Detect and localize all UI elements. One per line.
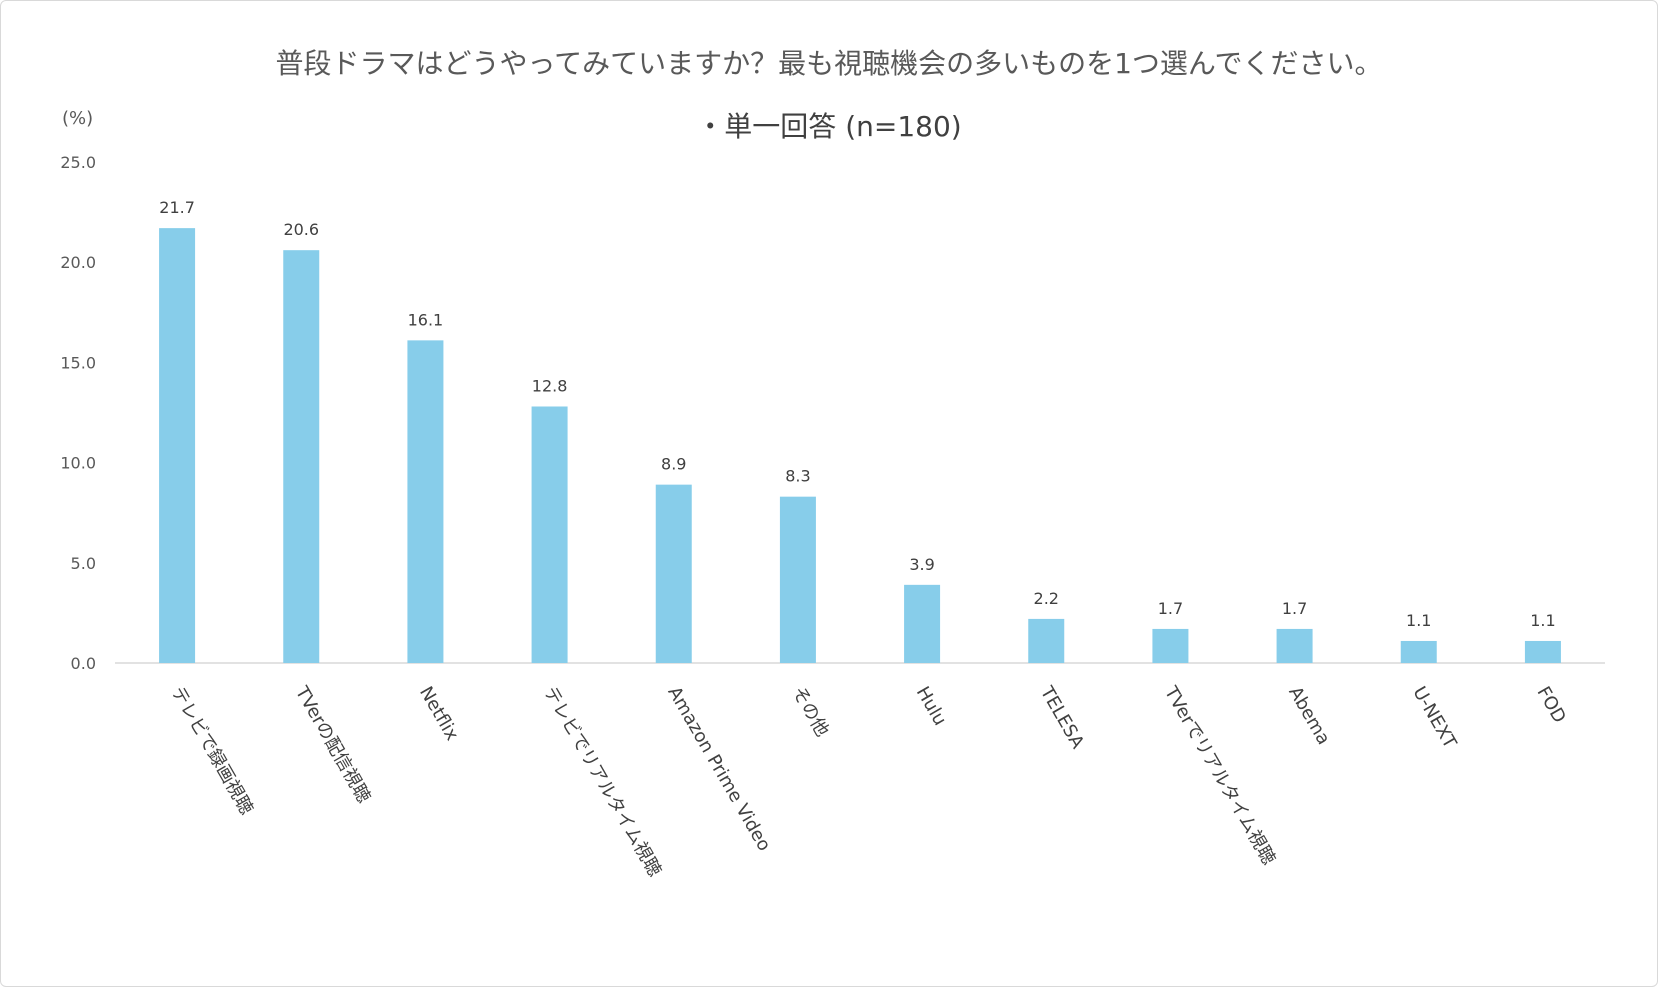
x-tick-label: TVerでリアルタイム視聴 [1160,682,1280,868]
x-tick-label: TELESA [1035,682,1088,753]
x-tick-label: FOD [1533,683,1570,727]
x-tick-label: その他 [788,683,833,740]
data-label: 1.7 [1282,599,1307,618]
x-tick-label: TVerの配信視聴 [290,682,374,806]
data-label: 20.6 [283,220,319,239]
x-tick-label: Amazon Prime Video [663,683,774,855]
y-tick-label: 0.0 [71,654,96,673]
y-tick-label: 25.0 [60,153,96,172]
data-label: 3.9 [909,555,934,574]
data-label: 12.8 [532,376,568,395]
data-label: 8.3 [785,467,810,486]
bar [1400,640,1437,663]
bar [655,484,692,663]
bar [159,228,196,663]
y-tick-label: 5.0 [71,554,96,573]
data-label: 2.2 [1034,589,1059,608]
data-label: 21.7 [159,198,195,217]
y-tick-label: 15.0 [60,353,96,372]
bar [779,496,816,663]
y-axis-unit-label: (%) [62,108,94,129]
data-label: 8.9 [661,455,686,474]
chart-title: 普段ドラマはどうやってみていますか？最も視聴機会の多いものを1つ選んでください。 [275,47,1383,80]
data-label: 1.7 [1158,599,1183,618]
x-tick-label: テレビでリアルタイム視聴 [539,683,665,880]
x-tick-label: Hulu [912,683,951,729]
data-label: 16.1 [408,310,444,329]
x-tick-label: テレビで録画視聴 [167,683,257,818]
bar [283,250,320,663]
data-label: 1.1 [1530,611,1555,630]
bar [407,340,444,663]
x-tick-label: Abema [1284,683,1334,748]
bar [1152,628,1189,663]
bar [1276,628,1313,663]
bar [1524,640,1561,663]
bar [1028,618,1065,663]
y-tick-label: 20.0 [60,253,96,272]
bar [531,406,568,663]
bar [904,584,941,663]
chart-subtitle: ・単一回答 (n=180) [696,110,962,143]
y-tick-label: 10.0 [60,454,96,473]
x-tick-label: Netflix [415,683,463,745]
x-tick-label: U-NEXT [1408,683,1460,753]
data-label: 1.1 [1406,611,1431,630]
